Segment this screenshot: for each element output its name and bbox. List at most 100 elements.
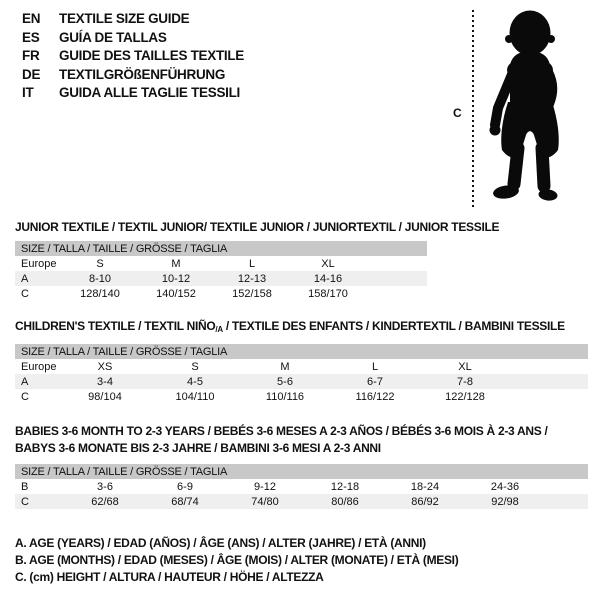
measurement-legend: A. AGE (YEARS) / EDAD (AÑOS) / ÂGE (ANS)…	[15, 535, 459, 586]
row-label-cell: C	[21, 287, 29, 300]
section-title-babies-line1: BABIES 3-6 MONTH TO 2-3 YEARS / BEBÉS 3-…	[15, 424, 548, 438]
table-header-band: SIZE / TALLA / TAILLE / GRÖSSE / TAGLIA	[15, 344, 588, 359]
row-label-cell: C	[21, 390, 29, 403]
language-list: EN TEXTILE SIZE GUIDE ES GUÍA DE TALLAS …	[22, 10, 244, 103]
size-value-cell: S	[96, 257, 104, 270]
height-measure-label: C	[453, 106, 462, 120]
table-row: B 3-6 6-9 9-12 12-18 18-24 24-36	[15, 479, 588, 494]
legend-line-c: C. (cm) HEIGHT / ALTURA / HAUTEUR / HÖHE…	[15, 570, 324, 584]
language-row: FR GUIDE DES TAILLES TEXTILE	[22, 47, 244, 66]
size-value-cell: 18-24	[410, 480, 440, 493]
size-value-cell: 122/128	[445, 390, 485, 403]
size-value-cell: 68/74	[171, 495, 199, 508]
junior-size-table: SIZE / TALLA / TAILLE / GRÖSSE / TAGLIA …	[15, 241, 428, 301]
table-header-row: SIZE / TALLA / TAILLE / GRÖSSE / TAGLIA	[15, 241, 428, 256]
size-value-cell: 6-7	[367, 375, 383, 388]
size-value-cell: 92/98	[491, 495, 519, 508]
row-label-cell: Europe	[21, 360, 57, 373]
size-value-cell: 110/116	[265, 390, 305, 403]
language-code: FR	[22, 48, 40, 63]
table-row: A 8-10 10-12 12-13 14-16	[15, 271, 428, 286]
size-value-cell: 3-6	[97, 480, 113, 493]
size-value-cell: 10-12	[161, 272, 191, 285]
language-code: ES	[22, 29, 40, 45]
size-value-cell: 12-18	[330, 480, 360, 493]
spacer-cell	[545, 494, 588, 509]
size-value-cell: M	[280, 360, 290, 373]
size-value-cell: 7-8	[457, 375, 473, 388]
size-value-cell: S	[191, 360, 199, 373]
section-title-children: CHILDREN'S TEXTILE / TEXTIL NIÑO/A / TEX…	[15, 318, 565, 338]
size-value-cell: XL	[321, 257, 335, 270]
table-row: Europe S M L XL	[15, 256, 427, 271]
section-title-children-text: / TEXTILE DES ENFANTS / KINDERTEXTIL / B…	[222, 319, 565, 333]
size-value-cell: 5-6	[277, 375, 293, 388]
language-row: IT GUIDA ALLE TAGLIE TESSILI	[22, 84, 244, 103]
size-value-cell: 9-12	[253, 480, 277, 493]
size-value-cell: 86/92	[411, 495, 439, 508]
language-title: TEXTILGRÖßENFÜHRUNG	[59, 66, 226, 82]
size-value-cell: 104/110	[175, 390, 215, 403]
language-code: EN	[22, 11, 41, 26]
height-dotted-line	[472, 10, 474, 208]
language-code: DE	[22, 66, 41, 82]
language-row: ES GUÍA DE TALLAS	[22, 29, 244, 48]
size-value-cell: 158/170	[308, 287, 348, 300]
children-size-table: SIZE / TALLA / TAILLE / GRÖSSE / TAGLIA …	[15, 344, 588, 404]
baby-silhouette	[483, 8, 577, 208]
language-title: GUIDA ALLE TAGLIE TESSILI	[59, 85, 240, 100]
table-row: Europe XS S M L XL	[15, 359, 588, 374]
size-value-cell: 62/68	[91, 495, 119, 508]
table-header-row: SIZE / TALLA / TAILLE / GRÖSSE / TAGLIA	[15, 344, 588, 359]
language-row: EN TEXTILE SIZE GUIDE	[22, 10, 244, 29]
section-title-junior: JUNIOR TEXTILE / TEXTIL JUNIOR/ TEXTILE …	[15, 220, 500, 234]
spacer-cell	[366, 256, 427, 271]
size-value-cell: M	[171, 257, 181, 270]
size-value-cell: XS	[97, 360, 113, 373]
spacer-cell	[510, 389, 588, 404]
spacer-cell	[366, 286, 427, 301]
size-value-cell: L	[248, 257, 256, 270]
size-value-cell: 74/80	[251, 495, 279, 508]
row-label-cell: A	[21, 375, 29, 388]
spacer-cell	[510, 374, 588, 389]
language-code: IT	[22, 85, 34, 100]
section-title-babies-line2: BABYS 3-6 MONATE BIS 2-3 JAHRE / BAMBINI…	[15, 441, 381, 455]
size-value-cell: 4-5	[187, 375, 203, 388]
legend-line-b: B. AGE (MONTHS) / EDAD (MESES) / ÂGE (MO…	[15, 553, 459, 567]
language-row: DE TEXTILGRÖßENFÜHRUNG	[22, 66, 244, 85]
section-title-children-text: CHILDREN'S TEXTILE / TEXTIL NIÑO	[15, 319, 216, 333]
size-value-cell: 3-4	[97, 375, 113, 388]
table-header-band: SIZE / TALLA / TAILLE / GRÖSSE / TAGLIA	[15, 241, 428, 256]
babies-size-table: SIZE / TALLA / TAILLE / GRÖSSE / TAGLIA …	[15, 464, 589, 509]
size-value-cell: 128/140	[80, 287, 120, 300]
row-label-cell: B	[21, 480, 29, 493]
size-value-cell: 140/152	[156, 287, 196, 300]
size-value-cell: 6-9	[177, 480, 193, 493]
spacer-cell	[545, 479, 588, 494]
legend-line-a: A. AGE (YEARS) / EDAD (AÑOS) / ÂGE (ANS)…	[15, 536, 426, 550]
language-title: TEXTILE SIZE GUIDE	[59, 11, 190, 26]
spacer-cell	[510, 359, 588, 374]
table-row: A 3-4 4-5 5-6 6-7 7-8	[15, 374, 588, 389]
table-row: C 62/68 68/74 74/80 80/86 86/92 92/98	[15, 494, 589, 509]
table-header-row: SIZE / TALLA / TAILLE / GRÖSSE / TAGLIA	[15, 464, 589, 479]
row-label-cell: Europe	[21, 257, 57, 270]
size-value-cell: 80/86	[331, 495, 359, 508]
section-title-babies: BABIES 3-6 MONTH TO 2-3 YEARS / BEBÉS 3-…	[15, 423, 548, 457]
size-value-cell: 12-13	[237, 272, 267, 285]
size-value-cell: 24-36	[490, 480, 520, 493]
row-label-cell: A	[21, 272, 29, 285]
table-row: C 128/140 140/152 152/158 158/170	[15, 286, 427, 301]
spacer-cell	[366, 271, 427, 286]
baby-silhouette-icon	[489, 10, 559, 201]
language-title: GUÍA DE TALLAS	[59, 29, 167, 45]
section-title-children-subscript: /A	[215, 325, 223, 334]
size-value-cell: 116/122	[355, 390, 395, 403]
size-value-cell: 98/104	[88, 390, 122, 403]
row-label-cell: C	[21, 495, 29, 508]
size-value-cell: L	[371, 360, 379, 373]
size-value-cell: 152/158	[232, 287, 272, 300]
language-title: GUIDE DES TAILLES TEXTILE	[59, 48, 245, 63]
size-value-cell: 14-16	[313, 272, 343, 285]
